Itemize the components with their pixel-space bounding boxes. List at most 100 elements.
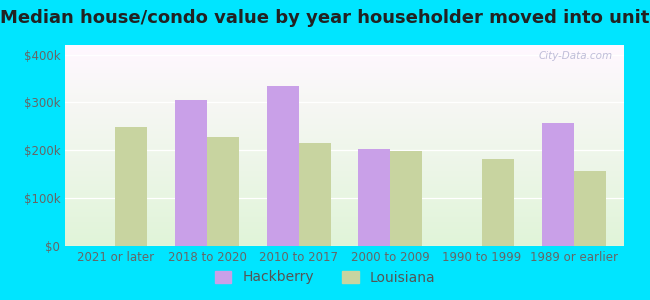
Bar <box>65 233 624 234</box>
Bar <box>65 99 624 100</box>
Bar <box>65 148 624 149</box>
Bar <box>65 189 624 190</box>
Bar <box>65 105 624 106</box>
Text: City-Data.com: City-Data.com <box>539 51 613 61</box>
Bar <box>65 210 624 211</box>
Bar <box>65 69 624 70</box>
Bar <box>65 83 624 84</box>
Bar <box>65 191 624 192</box>
Bar <box>65 166 624 167</box>
Bar <box>65 176 624 177</box>
Text: Median house/condo value by year householder moved into unit: Median house/condo value by year househo… <box>0 9 650 27</box>
Bar <box>65 221 624 222</box>
Bar <box>65 158 624 159</box>
Bar <box>65 58 624 59</box>
Bar <box>65 202 624 203</box>
Bar <box>65 228 624 229</box>
Bar <box>65 168 624 169</box>
Bar <box>65 241 624 242</box>
Bar <box>65 93 624 94</box>
Bar <box>65 120 624 122</box>
Bar <box>65 187 624 188</box>
Bar <box>65 53 624 54</box>
Bar <box>65 85 624 86</box>
Bar <box>65 155 624 157</box>
Bar <box>175 100 207 246</box>
Bar <box>65 159 624 160</box>
Bar <box>65 152 624 154</box>
Bar <box>65 146 624 148</box>
Bar <box>65 98 624 99</box>
Bar <box>358 149 390 246</box>
Bar <box>65 48 624 49</box>
Bar <box>65 227 624 228</box>
Bar <box>65 179 624 180</box>
Bar <box>65 124 624 125</box>
Bar <box>65 62 624 63</box>
Bar <box>65 149 624 151</box>
Bar <box>65 240 624 241</box>
Bar <box>65 104 624 105</box>
Bar <box>65 218 624 219</box>
Bar <box>65 75 624 76</box>
Bar <box>65 236 624 237</box>
Bar <box>65 171 624 172</box>
Bar <box>65 225 624 226</box>
Bar <box>65 136 624 137</box>
Bar <box>65 88 624 89</box>
Bar <box>65 154 624 155</box>
Bar <box>65 164 624 165</box>
Bar <box>65 139 624 140</box>
Bar <box>65 60 624 61</box>
Bar <box>65 92 624 93</box>
Bar <box>65 45 624 46</box>
Bar <box>65 47 624 48</box>
Bar <box>65 65 624 66</box>
Bar <box>65 204 624 205</box>
Bar <box>65 106 624 107</box>
Bar <box>65 239 624 240</box>
Bar <box>65 181 624 182</box>
Bar <box>65 216 624 217</box>
Bar <box>541 122 573 246</box>
Bar <box>65 91 624 92</box>
Bar <box>482 159 514 246</box>
Bar <box>65 224 624 225</box>
Bar <box>65 110 624 111</box>
Bar <box>65 66 624 67</box>
Bar <box>65 238 624 239</box>
Bar <box>65 107 624 108</box>
Bar <box>65 81 624 82</box>
Bar <box>207 137 239 246</box>
Bar <box>65 79 624 80</box>
Bar <box>65 222 624 223</box>
Bar <box>65 134 624 135</box>
Bar <box>65 114 624 115</box>
Bar <box>65 183 624 184</box>
Bar <box>65 50 624 51</box>
Bar <box>65 74 624 75</box>
Bar <box>65 130 624 131</box>
Bar <box>65 97 624 98</box>
Bar <box>65 80 624 81</box>
Bar <box>65 219 624 220</box>
Bar <box>65 95 624 96</box>
Bar <box>65 61 624 62</box>
Bar <box>65 206 624 207</box>
Bar <box>65 223 624 224</box>
Bar <box>65 111 624 112</box>
Bar <box>65 64 624 65</box>
Bar <box>65 172 624 174</box>
Bar <box>65 231 624 232</box>
Bar <box>65 103 624 104</box>
Bar <box>65 122 624 123</box>
Bar <box>65 178 624 179</box>
Bar <box>65 112 624 113</box>
Bar <box>65 214 624 215</box>
Bar <box>65 70 624 71</box>
Bar <box>65 163 624 164</box>
Bar <box>65 115 624 116</box>
Bar <box>65 68 624 69</box>
Bar <box>65 84 624 85</box>
Bar <box>65 195 624 196</box>
